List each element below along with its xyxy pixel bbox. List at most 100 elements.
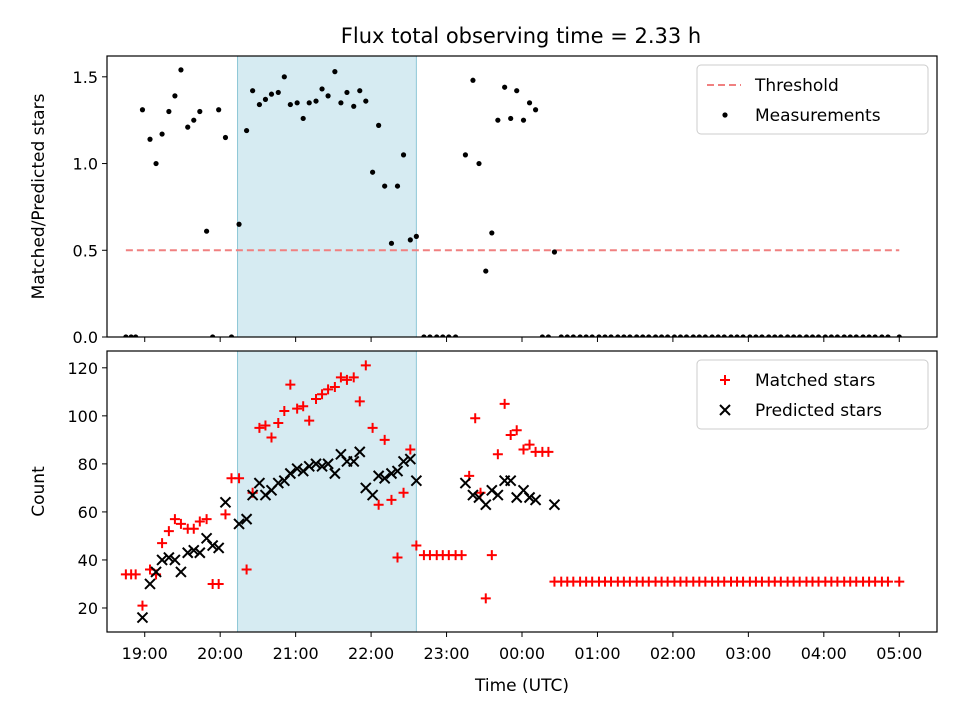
predicted-star-marker — [188, 544, 200, 557]
matched-star-marker — [298, 401, 309, 412]
data-point — [508, 115, 514, 122]
legend-box — [696, 64, 929, 135]
predicted-star-marker — [212, 542, 225, 554]
predicted-star-marker — [163, 551, 175, 564]
data-point — [256, 101, 263, 108]
series-matched-stars — [120, 360, 905, 611]
observing-interval-band — [237, 55, 417, 338]
data-point — [514, 88, 520, 94]
predicted-star-marker — [523, 491, 536, 504]
data-point — [885, 334, 891, 337]
matched-star-marker — [499, 398, 510, 409]
predicted-star-marker — [136, 611, 149, 624]
matched-star-marker — [317, 389, 328, 400]
data-point — [427, 334, 433, 337]
matched-star-marker — [341, 374, 352, 385]
data-point — [847, 334, 853, 337]
matched-star-marker — [304, 415, 315, 426]
predicted-star-marker — [156, 554, 168, 566]
data-point — [583, 334, 589, 337]
legend-label: Predicted stars — [755, 401, 882, 421]
data-point — [172, 93, 178, 99]
x-tick-label: 02:00 — [650, 644, 696, 663]
matched-star-marker — [241, 564, 252, 575]
data-point — [228, 334, 235, 337]
predicted-star-marker — [233, 518, 245, 530]
data-point — [476, 160, 482, 167]
legend-label: Threshold — [754, 76, 839, 96]
data-point — [262, 96, 269, 102]
data-point — [159, 131, 165, 137]
data-point — [696, 334, 702, 337]
data-point — [545, 334, 552, 337]
data-point — [139, 107, 146, 113]
chart-title: Flux total observing time = 2.33 h — [341, 24, 701, 48]
predicted-star-marker — [329, 467, 341, 480]
matched-star-marker — [543, 446, 554, 457]
data-point — [608, 334, 614, 337]
predicted-star-marker — [284, 467, 297, 480]
data-point — [319, 86, 325, 92]
data-point — [866, 334, 872, 337]
y-tick-label: 1.0 — [73, 155, 98, 174]
series-predicted-stars — [136, 446, 561, 624]
legend-label: Matched stars — [755, 371, 875, 391]
data-point — [532, 107, 539, 113]
matched-star-marker — [348, 372, 359, 383]
data-point — [671, 334, 678, 337]
data-point — [306, 100, 312, 106]
ratio-panel: 0.0 0.5 1.0 1.5 Matched/Predicted stars Thres… — [29, 55, 938, 347]
data-point — [287, 101, 293, 108]
data-point — [759, 334, 765, 337]
predicted-star-marker — [529, 494, 542, 506]
matched-star-marker — [524, 439, 535, 450]
data-point — [551, 249, 558, 255]
matched-star-marker — [505, 430, 516, 441]
matched-star-marker — [492, 449, 503, 460]
data-point — [520, 117, 527, 123]
predicted-star-marker — [397, 455, 410, 468]
matched-star-marker — [405, 444, 416, 455]
matched-star-marker — [234, 473, 245, 484]
data-point — [197, 108, 203, 115]
data-point — [721, 334, 727, 337]
data-point — [785, 334, 791, 337]
x-tick-label: 04:00 — [801, 644, 847, 663]
data-point — [683, 334, 690, 337]
predicted-star-marker — [246, 489, 259, 501]
data-point — [791, 334, 797, 337]
predicted-star-marker — [316, 460, 328, 472]
data-point — [133, 334, 139, 337]
matched-star-marker — [392, 552, 403, 563]
matched-star-marker — [213, 578, 224, 589]
data-point — [178, 67, 184, 73]
data-point — [596, 334, 602, 337]
data-point — [702, 334, 708, 337]
data-point — [570, 334, 576, 337]
data-point — [483, 268, 489, 274]
data-point — [822, 334, 828, 337]
data-point — [128, 334, 134, 337]
data-point — [709, 334, 715, 337]
data-point — [502, 84, 508, 90]
data-point — [394, 183, 401, 189]
data-point — [470, 77, 476, 83]
data-point — [778, 334, 784, 337]
matched-star-marker — [201, 514, 212, 525]
matched-star-marker — [329, 382, 340, 393]
matched-star-marker — [373, 499, 384, 510]
predicted-star-marker — [219, 496, 232, 509]
data-point — [204, 228, 210, 234]
predicted-star-marker — [175, 566, 187, 578]
y-tick-label: 60 — [78, 503, 98, 522]
predicted-star-marker — [492, 489, 504, 501]
matched-star-marker — [137, 600, 148, 611]
predicted-star-marker — [240, 513, 253, 525]
data-point — [896, 334, 902, 337]
data-point — [236, 221, 242, 227]
matched-star-marker — [130, 569, 141, 580]
matched-star-marker — [882, 576, 893, 587]
data-point — [191, 117, 197, 123]
series-measurements — [123, 67, 902, 337]
